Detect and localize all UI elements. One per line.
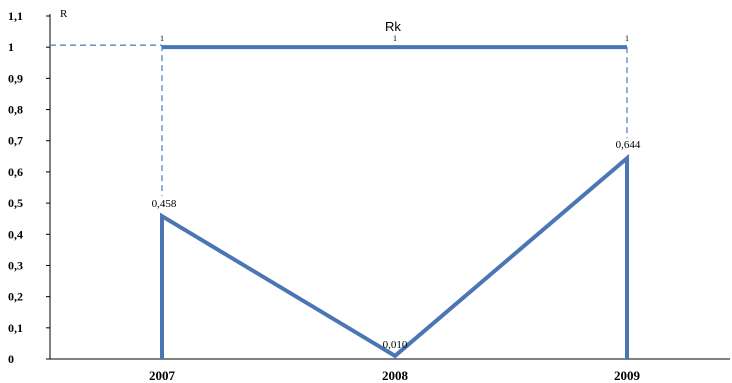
x-tick-label: 2009: [614, 368, 641, 383]
x-tick-label: 2007: [149, 368, 176, 383]
y-tick-label: 0,7: [8, 134, 23, 148]
y-axis-label: R: [60, 8, 68, 20]
y-tick-label: 0,4: [8, 227, 23, 241]
y-tick-label: 1: [8, 40, 14, 54]
rk-data-label: 1: [160, 34, 164, 43]
y-tick-label: 0,8: [8, 103, 23, 117]
guide-lines: [50, 44, 628, 197]
y-tick-label: 0,5: [8, 196, 23, 210]
y-tick-label: 0,3: [8, 258, 23, 272]
y-tick-label: 0,1: [8, 321, 23, 335]
rk-annotation: Rk: [385, 19, 401, 34]
y-tick-label: 0,9: [8, 71, 23, 85]
r-series-line: [160, 153, 629, 359]
y-tick-label: 0,2: [8, 290, 23, 304]
rk-data-label: 1: [393, 34, 397, 43]
chart-labels: 0 0,1 0,2 0,3 0,4 0,5 0,6 0,7 0,8 0,9 1 1,1 2007 2008…: [8, 8, 641, 383]
data-label: 0,458: [152, 198, 177, 210]
series-lines: [160, 45, 629, 359]
data-label: 0,010: [383, 339, 408, 351]
y-tick-label: 0: [8, 352, 14, 366]
rk-data-label: 1: [625, 34, 629, 43]
y-tick-label: 0,6: [8, 165, 23, 179]
data-label: 0,644: [616, 139, 641, 151]
x-tick-label: 2008: [382, 368, 409, 383]
y-tick-label: 1,1: [8, 9, 23, 23]
